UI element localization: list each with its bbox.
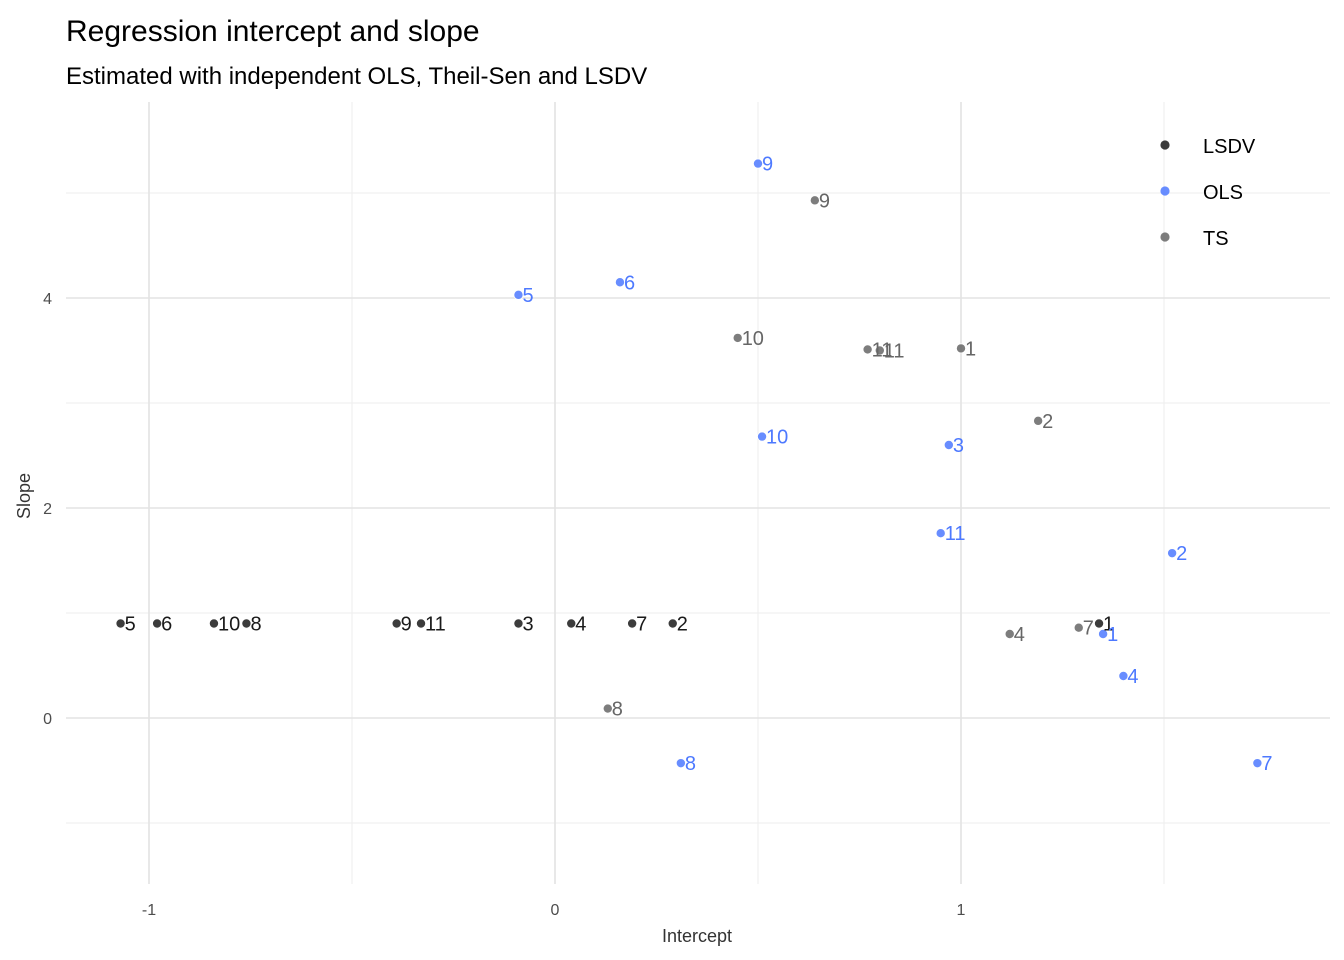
point-ols-3 bbox=[943, 439, 954, 450]
point-lsdv-4 bbox=[566, 618, 577, 629]
point-label-ts-10: 10 bbox=[742, 328, 764, 350]
point-ols-10 bbox=[757, 431, 768, 442]
point-ols-8 bbox=[675, 758, 686, 769]
point-ts-10 bbox=[732, 332, 743, 343]
point-label-ols-10: 10 bbox=[766, 427, 788, 449]
point-label-ts-4: 4 bbox=[1014, 624, 1025, 646]
legend-key-lsdv bbox=[1160, 140, 1170, 150]
point-label-lsdv-10: 10 bbox=[218, 614, 240, 636]
point-label-ts-1: 1 bbox=[965, 338, 976, 360]
point-label-lsdv-3: 3 bbox=[522, 614, 533, 636]
point-lsdv-1 bbox=[1094, 618, 1105, 629]
point-label-lsdv-7: 7 bbox=[636, 614, 647, 636]
x-tick-label: 1 bbox=[957, 902, 966, 919]
point-label-ols-11: 11 bbox=[945, 523, 966, 545]
point-label-ols-3: 3 bbox=[953, 435, 964, 457]
point-label-ols-7: 7 bbox=[1261, 753, 1272, 775]
point-label-ts-7: 7 bbox=[1083, 618, 1094, 640]
y-axis-title: Slope bbox=[14, 473, 34, 519]
point-ols-1 bbox=[1098, 629, 1109, 640]
point-label-ols-5: 5 bbox=[522, 285, 533, 307]
legend-label-ols: OLS bbox=[1203, 182, 1243, 204]
point-label-lsdv-1: 1 bbox=[1103, 614, 1114, 636]
point-ols-7 bbox=[1252, 758, 1263, 769]
point-label-ols-8: 8 bbox=[685, 753, 696, 775]
point-label-lsdv-9: 9 bbox=[401, 614, 412, 636]
legend-label-ts: TS bbox=[1203, 228, 1229, 250]
point-lsdv-5 bbox=[115, 618, 126, 629]
point-ols-11 bbox=[935, 528, 946, 539]
point-ts-2 bbox=[1033, 415, 1044, 426]
point-lsdv-10 bbox=[208, 618, 219, 629]
point-label-ts-8: 8 bbox=[612, 699, 623, 721]
legend: LSDV OLS TS bbox=[1160, 136, 1256, 250]
point-label-ols-1: 1 bbox=[1107, 624, 1118, 646]
point-ts-7 bbox=[1073, 622, 1084, 633]
point-label-ols-2: 2 bbox=[1176, 543, 1187, 565]
point-ols-4 bbox=[1118, 671, 1129, 682]
y-tick-label: 4 bbox=[43, 291, 52, 308]
legend-key-ts bbox=[1160, 232, 1170, 242]
point-label-ts-11: 11 bbox=[884, 341, 905, 363]
point-label-ols-6: 6 bbox=[624, 272, 635, 294]
point-ts-8 bbox=[602, 703, 613, 714]
point-label-ols-4: 4 bbox=[1127, 666, 1138, 688]
point-label-lsdv-5: 5 bbox=[125, 614, 136, 636]
point-lsdv-8 bbox=[241, 618, 252, 629]
point-ols-6 bbox=[614, 277, 625, 288]
point-label-lsdv-11: 11 bbox=[425, 614, 446, 636]
point-ts-9 bbox=[809, 195, 820, 206]
point-lsdv-11 bbox=[416, 618, 427, 629]
x-axis-title: Intercept bbox=[662, 926, 732, 946]
y-tick-label: 2 bbox=[43, 501, 52, 518]
legend-key-ols bbox=[1160, 186, 1170, 196]
point-label-ols-9: 9 bbox=[762, 154, 773, 176]
point-ts-1 bbox=[956, 343, 967, 354]
point-ts-4 bbox=[1004, 629, 1015, 640]
chart-subtitle: Estimated with independent OLS, Theil-Se… bbox=[66, 63, 647, 90]
point-ols-2 bbox=[1167, 548, 1178, 559]
point-ols-9 bbox=[753, 158, 764, 169]
data-points bbox=[115, 158, 1263, 769]
point-label-ts-11: 11 bbox=[872, 339, 893, 361]
x-tick-label: 0 bbox=[551, 902, 560, 919]
point-label-lsdv-6: 6 bbox=[161, 614, 172, 636]
point-lsdv-9 bbox=[391, 618, 402, 629]
grid bbox=[66, 102, 1330, 884]
point-label-lsdv-2: 2 bbox=[677, 614, 688, 636]
point-label-lsdv-8: 8 bbox=[250, 614, 261, 636]
point-lsdv-6 bbox=[152, 618, 163, 629]
y-tick-label: 0 bbox=[43, 711, 52, 728]
point-label-ts-9: 9 bbox=[819, 190, 830, 212]
legend-label-lsdv: LSDV bbox=[1203, 136, 1256, 158]
point-ts-11 bbox=[862, 344, 873, 355]
point-label-lsdv-4: 4 bbox=[575, 614, 586, 636]
x-tick-label: -1 bbox=[142, 902, 156, 919]
chart-title: Regression intercept and slope bbox=[66, 15, 480, 48]
point-label-ts-2: 2 bbox=[1042, 411, 1053, 433]
point-lsdv-3 bbox=[513, 618, 524, 629]
point-lsdv-2 bbox=[667, 618, 678, 629]
point-lsdv-7 bbox=[627, 618, 638, 629]
point-ts-11 bbox=[874, 345, 885, 356]
point-ols-5 bbox=[513, 289, 524, 300]
